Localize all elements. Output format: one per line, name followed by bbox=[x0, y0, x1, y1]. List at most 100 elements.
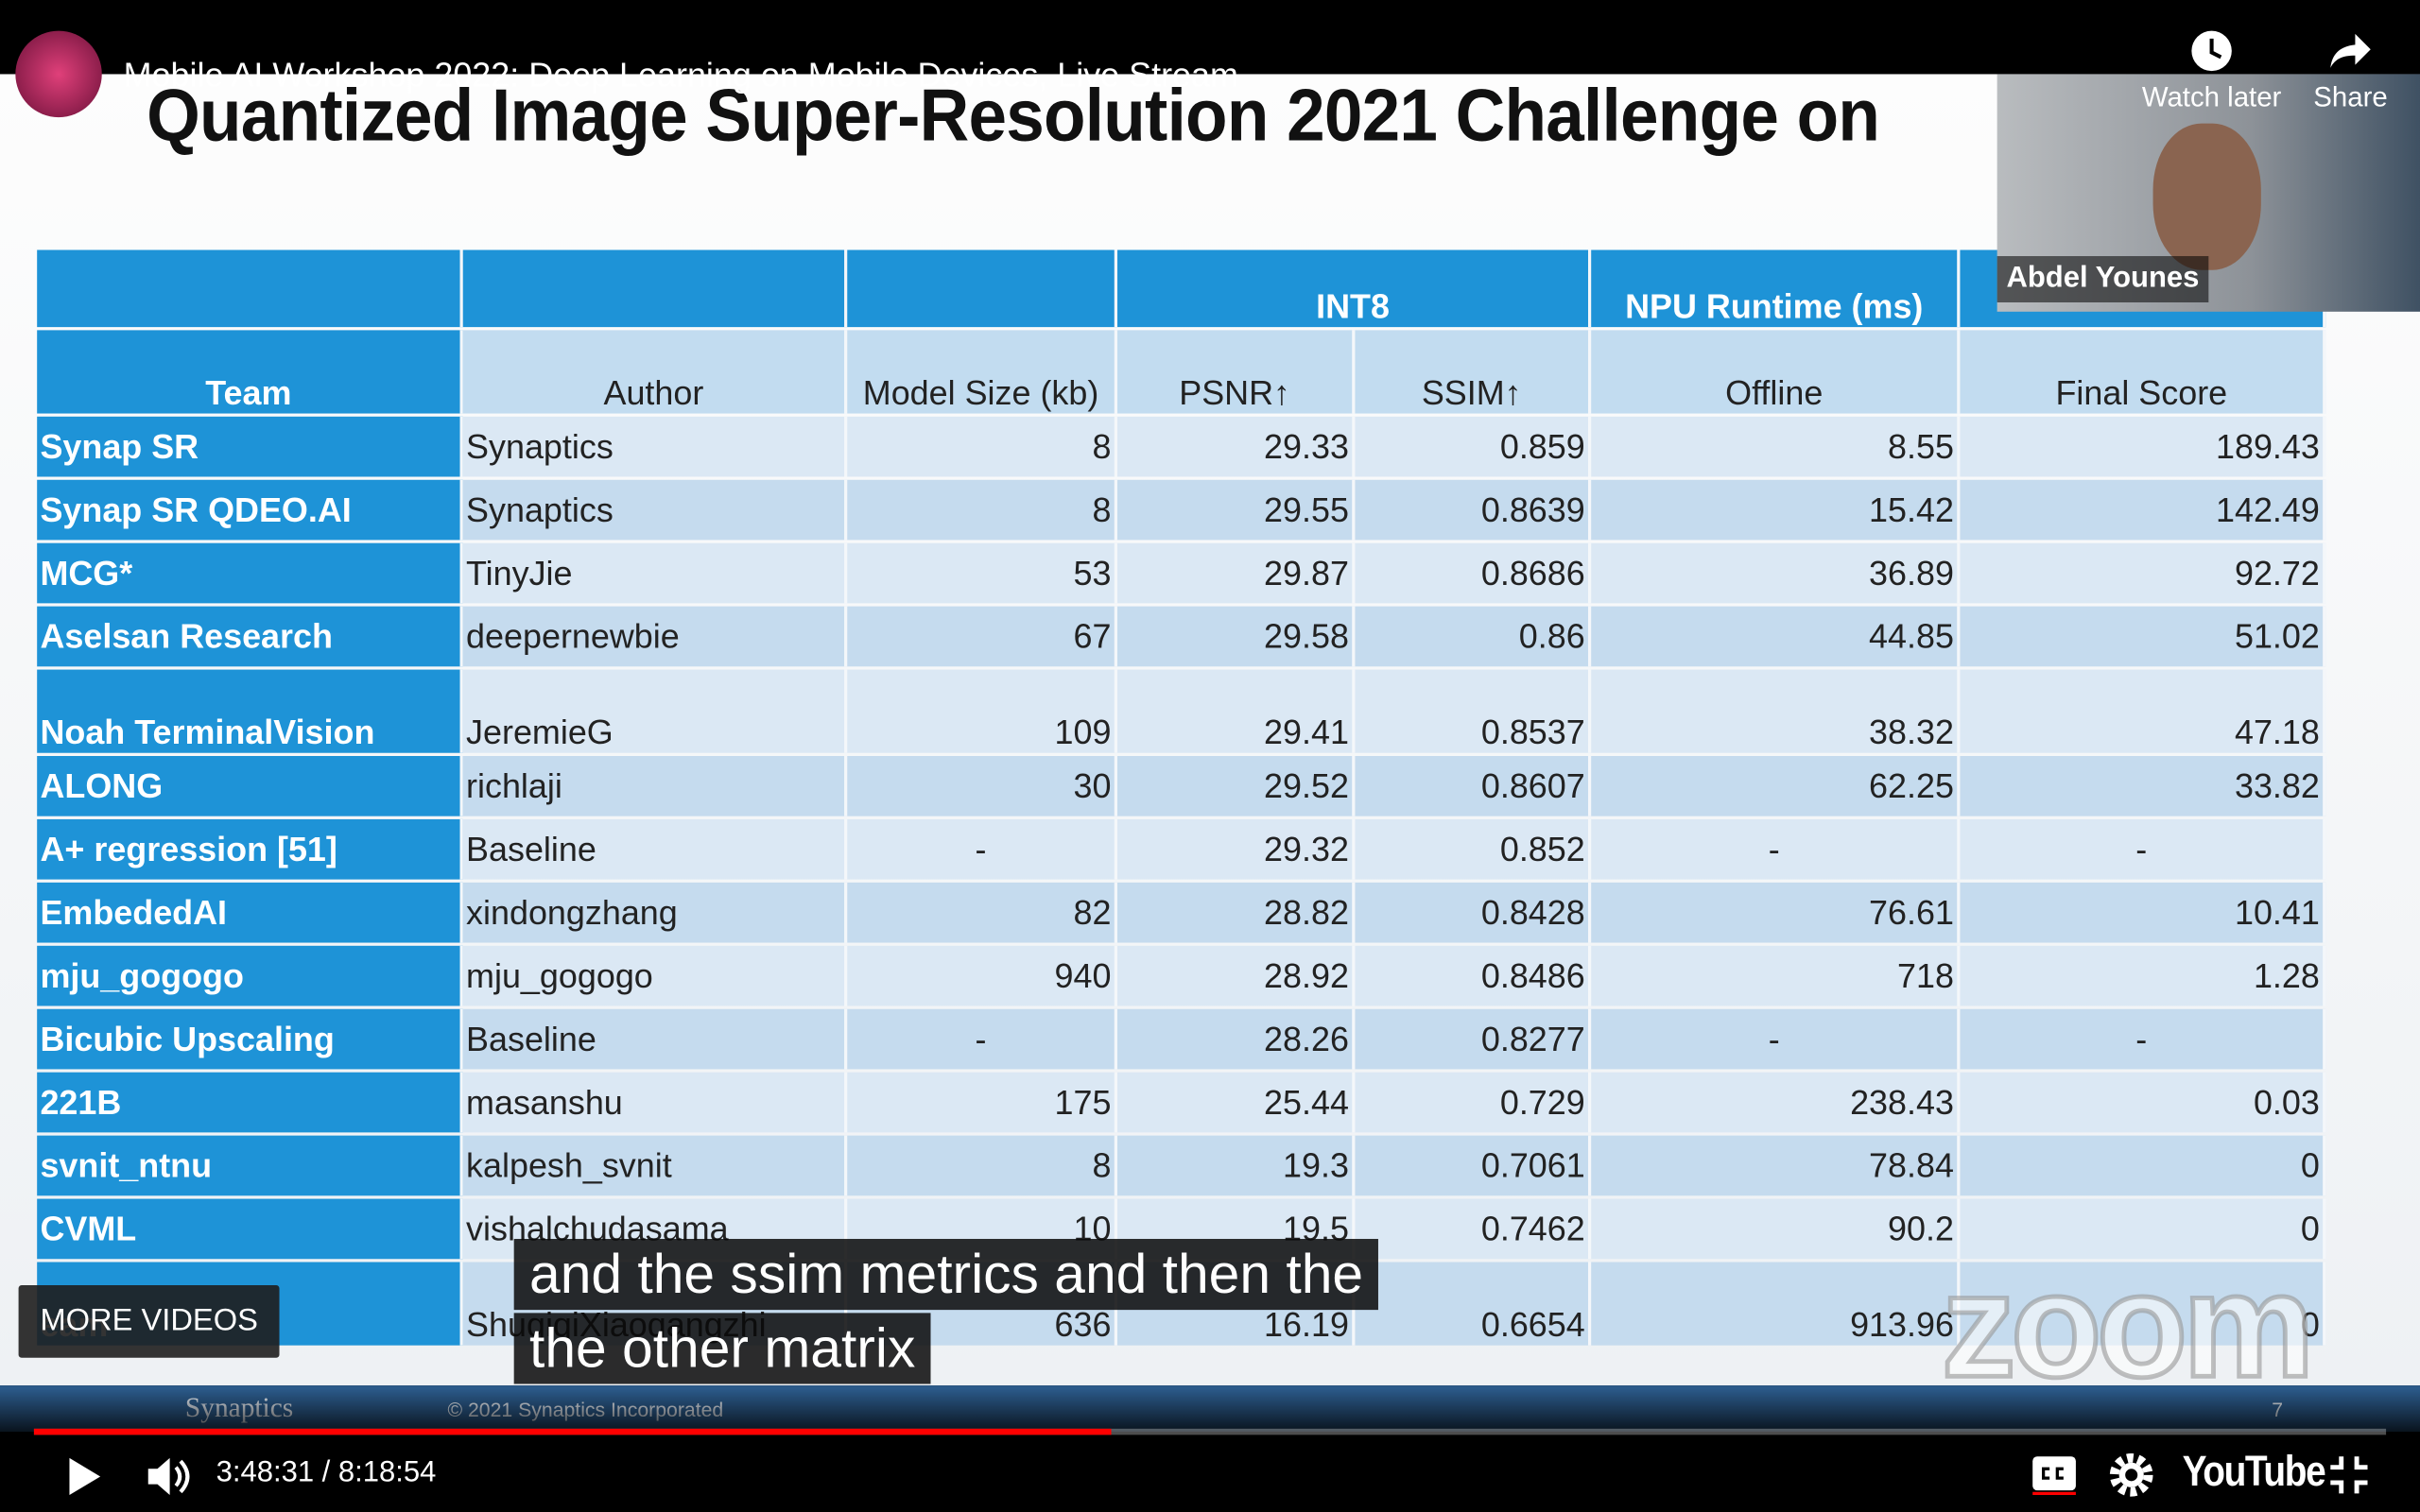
table-cell: 0 bbox=[1960, 1135, 2326, 1196]
table-row: mju_gogogo mju_gogogo 940 28.92 0.8486 718 1.2… bbox=[37, 945, 2326, 1006]
table-row: A+ regression [51] Baseline -29.32 0.852- - bbox=[37, 818, 2326, 880]
progress-played bbox=[33, 1428, 1112, 1435]
slide-title: Quantized Image Super-Resolution 2021 Ch… bbox=[147, 76, 1880, 158]
play-button[interactable] bbox=[61, 1453, 108, 1500]
watch-later-button[interactable]: Watch later bbox=[2139, 27, 2284, 113]
more-videos-button[interactable]: MORE VIDEOS bbox=[18, 1285, 280, 1358]
table-cell: 189.43 bbox=[1960, 416, 2326, 477]
table-cell: 38.32 bbox=[1591, 669, 1961, 753]
table-cell: 15.42 bbox=[1591, 479, 1961, 541]
caption-line: and the ssim metrics and then the bbox=[513, 1239, 1379, 1311]
table-cell: 90.2 bbox=[1591, 1198, 1961, 1260]
table-cell: 0 bbox=[1960, 1262, 2326, 1346]
table-cell: kalpesh_svnit bbox=[462, 1135, 848, 1196]
presenter-figure bbox=[2152, 123, 2261, 270]
captions-button[interactable] bbox=[2031, 1455, 2078, 1496]
table-row: MCG* TinyJie 53 29.87 0.8686 36.89 92.72 bbox=[37, 542, 2326, 604]
table-cell: - bbox=[1960, 818, 2326, 880]
share-label: Share bbox=[2313, 81, 2388, 113]
column-header: Team bbox=[37, 330, 463, 414]
table-row: Bicubic Upscaling Baseline -28.26 0.8277- - bbox=[37, 1008, 2326, 1070]
table-cell: 0.7462 bbox=[1355, 1198, 1592, 1260]
table-cell: 913.96 bbox=[1591, 1262, 1961, 1346]
team-cell: Bicubic Upscaling bbox=[37, 1008, 463, 1070]
table-cell: Synaptics bbox=[462, 479, 848, 541]
share-button[interactable]: Share bbox=[2308, 27, 2392, 113]
table-cell: 29.33 bbox=[1117, 416, 1356, 477]
header-cell bbox=[462, 249, 848, 328]
table-cell: 0.859 bbox=[1355, 416, 1592, 477]
team-cell: MCG* bbox=[37, 542, 463, 604]
table-cell: 0.8686 bbox=[1355, 542, 1592, 604]
table-row: Aselsan Research deepernewbie 67 29.58 0.86 4… bbox=[37, 606, 2326, 667]
table-row: Noah TerminalVision JeremieG 109 29.41 0.853… bbox=[37, 669, 2326, 753]
team-cell: 221B bbox=[37, 1072, 463, 1133]
table-cell: 33.82 bbox=[1960, 755, 2326, 816]
table-cell: 62.25 bbox=[1591, 755, 1961, 816]
table-cell: 25.44 bbox=[1117, 1072, 1356, 1133]
table-cell: 28.26 bbox=[1117, 1008, 1356, 1070]
table-row: Synap SR QDEO.AI Synaptics 8 29.55 0.8639 15.… bbox=[37, 479, 2326, 541]
table-cell: 30 bbox=[847, 755, 1118, 816]
share-icon bbox=[2330, 33, 2371, 68]
table-cell: 0.8486 bbox=[1355, 945, 1592, 1006]
table-cell: 92.72 bbox=[1960, 542, 2326, 604]
column-header: Author bbox=[462, 330, 848, 414]
channel-avatar[interactable] bbox=[15, 30, 102, 118]
table-row: svnit_ntnu kalpesh_svnit 8 19.3 0.7061 78.84 0 bbox=[37, 1135, 2326, 1196]
table-cell: 0.7061 bbox=[1355, 1135, 1592, 1196]
table-cell: 8.55 bbox=[1591, 416, 1961, 477]
table-cell: 19.3 bbox=[1117, 1135, 1356, 1196]
table-cell: - bbox=[1960, 1008, 2326, 1070]
table-cell: 0.6654 bbox=[1355, 1262, 1592, 1346]
table-cell: 36.89 bbox=[1591, 542, 1961, 604]
table-cell: 1.28 bbox=[1960, 945, 2326, 1006]
table-cell: Baseline bbox=[462, 1008, 848, 1070]
header-cell bbox=[37, 249, 463, 328]
youtube-logo[interactable]: YouTube bbox=[2182, 1447, 2326, 1496]
volume-button[interactable] bbox=[145, 1453, 194, 1500]
column-header: Model Size (kb) bbox=[847, 330, 1118, 414]
team-cell: Noah TerminalVision bbox=[37, 669, 463, 753]
table-cell: 51.02 bbox=[1960, 606, 2326, 667]
table-cell: 10.41 bbox=[1960, 882, 2326, 943]
controls-shade bbox=[0, 1388, 2420, 1512]
table-cell: 29.58 bbox=[1117, 606, 1356, 667]
column-header: Final Score bbox=[1960, 330, 2326, 414]
table-cell: 8 bbox=[847, 479, 1118, 541]
table-row: EmbededAI xindongzhang 82 28.82 0.8428 76.61 1… bbox=[37, 882, 2326, 943]
caption-line: the other matrix bbox=[513, 1313, 931, 1384]
clock-icon bbox=[2191, 30, 2232, 72]
table-cell: 175 bbox=[847, 1072, 1118, 1133]
table-cell: 0.8607 bbox=[1355, 755, 1592, 816]
video-title[interactable]: Mobile AI Workshop 2022: Deep Learning o… bbox=[123, 55, 1238, 94]
team-cell: Aselsan Research bbox=[37, 606, 463, 667]
settings-button[interactable] bbox=[2108, 1452, 2154, 1498]
table-cell: Baseline bbox=[462, 818, 848, 880]
table-cell: 0 bbox=[1960, 1198, 2326, 1260]
team-cell: Synap SR QDEO.AI bbox=[37, 479, 463, 541]
table-cell: 76.61 bbox=[1591, 882, 1961, 943]
table-row: Synap SR Synaptics 8 29.33 0.859 8.55 189.43 bbox=[37, 416, 2326, 477]
table-cell: 78.84 bbox=[1591, 1135, 1961, 1196]
table-cell: 29.87 bbox=[1117, 542, 1356, 604]
table-cell: 29.55 bbox=[1117, 479, 1356, 541]
table-cell: JeremieG bbox=[462, 669, 848, 753]
fullscreen-button[interactable] bbox=[2327, 1453, 2371, 1497]
table-cell: 0.852 bbox=[1355, 818, 1592, 880]
header-cell bbox=[847, 249, 1118, 328]
table-cell: 67 bbox=[847, 606, 1118, 667]
watch-later-label: Watch later bbox=[2141, 81, 2282, 113]
group-header: NPU Runtime (ms) bbox=[1591, 249, 1961, 328]
table-cell: - bbox=[847, 818, 1118, 880]
team-cell: Synap SR bbox=[37, 416, 463, 477]
column-header: Offline bbox=[1591, 330, 1961, 414]
table-cell: 29.41 bbox=[1117, 669, 1356, 753]
table-cell: 0.03 bbox=[1960, 1072, 2326, 1133]
table-cell: 238.43 bbox=[1591, 1072, 1961, 1133]
table-cell: 53 bbox=[847, 542, 1118, 604]
table-cell: deepernewbie bbox=[462, 606, 848, 667]
column-header: PSNR↑ bbox=[1117, 330, 1356, 414]
progress-track[interactable] bbox=[33, 1428, 2387, 1435]
